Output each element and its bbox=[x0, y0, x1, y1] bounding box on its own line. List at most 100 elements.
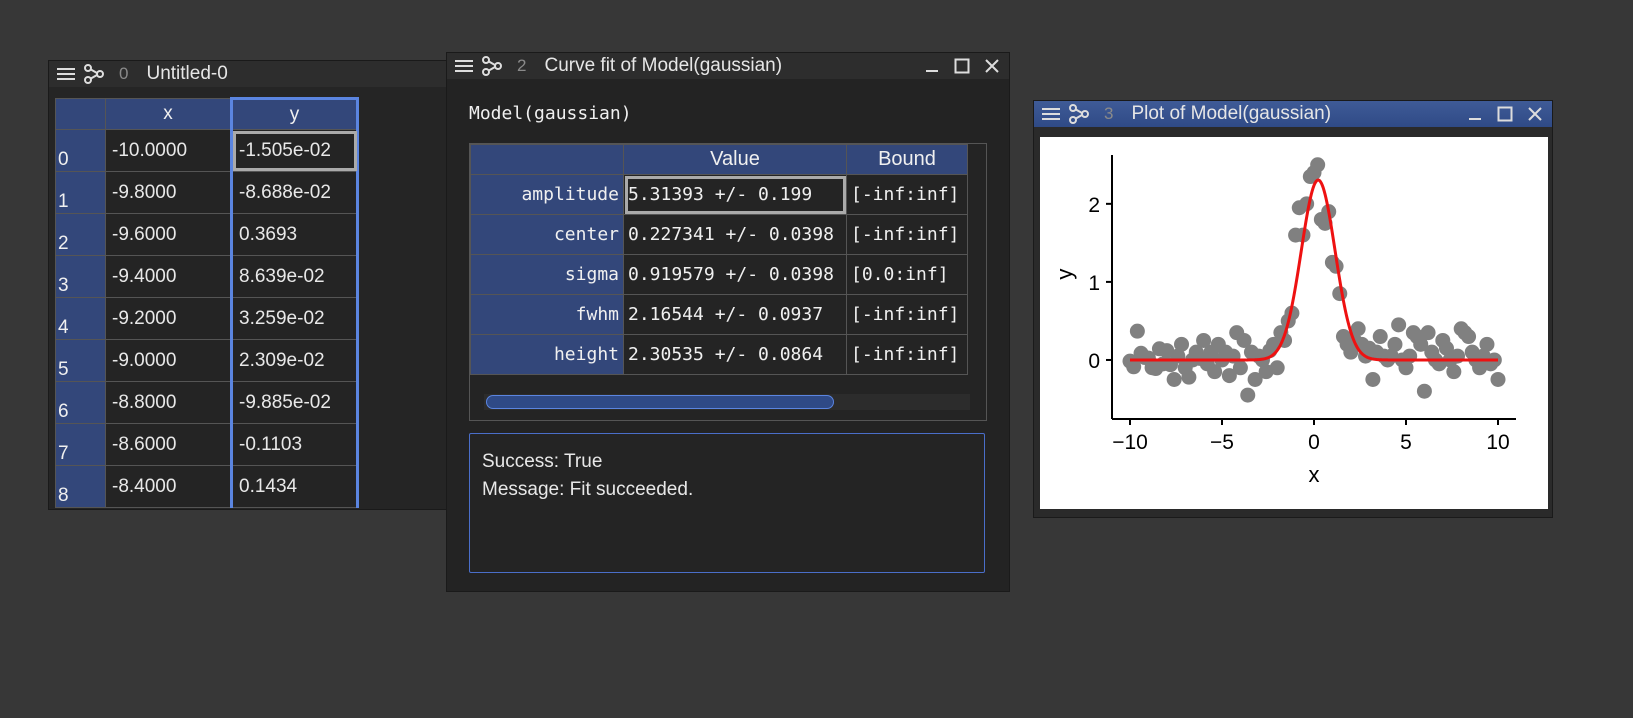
cell-y[interactable]: -1.505e-02 bbox=[230, 129, 359, 172]
horizontal-scrollbar[interactable] bbox=[484, 394, 970, 410]
column-header-x[interactable]: x bbox=[105, 98, 232, 130]
window-number: 0 bbox=[119, 64, 129, 83]
data-point bbox=[1490, 371, 1506, 387]
data-point bbox=[1247, 371, 1263, 387]
maximize-icon[interactable] bbox=[1496, 105, 1514, 123]
data-point bbox=[1413, 336, 1429, 352]
table-row: 6 -8.8000 -9.885e-02 bbox=[55, 381, 359, 424]
param-value[interactable]: 5.31393 +/- 0.199 bbox=[623, 174, 847, 215]
param-name[interactable]: fwhm bbox=[470, 294, 624, 335]
data-point bbox=[1343, 344, 1359, 360]
fit-result-box: Success: True Message: Fit succeeded. bbox=[469, 433, 985, 573]
data-point bbox=[1387, 336, 1403, 352]
param-row: sigma 0.919579 +/- 0.0398 [0.0:inf] bbox=[470, 254, 968, 295]
node-graph-icon[interactable] bbox=[83, 64, 105, 84]
table-row: 4 -9.2000 3.259e-02 bbox=[55, 297, 359, 340]
data-point bbox=[1398, 360, 1414, 376]
column-header-value[interactable]: Value bbox=[623, 144, 847, 175]
cell-x[interactable]: -9.0000 bbox=[105, 339, 232, 382]
x-tick-label: 5 bbox=[1400, 431, 1412, 454]
param-bound[interactable]: [-inf:inf] bbox=[846, 294, 968, 335]
row-index[interactable]: 8 bbox=[55, 465, 106, 508]
minimize-icon[interactable] bbox=[1466, 105, 1484, 123]
param-value[interactable]: 0.919579 +/- 0.0398 bbox=[623, 254, 847, 295]
param-bound[interactable]: [-inf:inf] bbox=[846, 174, 968, 215]
menu-icon[interactable] bbox=[453, 56, 475, 76]
cell-x[interactable]: -10.0000 bbox=[105, 129, 232, 172]
plot-canvas[interactable]: −10 −5 0 5 10 0 1 2 x y bbox=[1040, 137, 1548, 509]
x-tick-label: 10 bbox=[1486, 431, 1509, 454]
row-index[interactable]: 5 bbox=[55, 339, 106, 382]
table-corner bbox=[55, 98, 106, 130]
node-graph-icon[interactable] bbox=[481, 56, 503, 76]
param-name[interactable]: sigma bbox=[470, 254, 624, 295]
row-index[interactable]: 1 bbox=[55, 171, 106, 214]
cell-x[interactable]: -9.4000 bbox=[105, 255, 232, 298]
data-point bbox=[1310, 157, 1326, 173]
fit-window-titlebar[interactable]: 2 Curve fit of Model(gaussian) bbox=[447, 53, 1009, 79]
close-icon[interactable] bbox=[1526, 105, 1544, 123]
cell-x[interactable]: -8.4000 bbox=[105, 465, 232, 508]
menu-icon[interactable] bbox=[55, 64, 77, 84]
data-point bbox=[1196, 332, 1212, 348]
cell-y[interactable]: 2.309e-02 bbox=[230, 339, 359, 382]
table-row: 0 -10.0000 -1.505e-02 bbox=[55, 129, 359, 172]
cell-y[interactable]: 3.259e-02 bbox=[230, 297, 359, 340]
x-tick-label: 0 bbox=[1308, 431, 1320, 454]
cell-x[interactable]: -8.8000 bbox=[105, 381, 232, 424]
param-value[interactable]: 0.227341 +/- 0.0398 bbox=[623, 214, 847, 255]
window-title: Plot of Model(gaussian) bbox=[1131, 103, 1332, 124]
data-point bbox=[1221, 368, 1237, 384]
fit-curve bbox=[1130, 178, 1498, 362]
column-header-bound[interactable]: Bound bbox=[846, 144, 968, 175]
param-value[interactable]: 2.16544 +/- 0.0937 bbox=[623, 294, 847, 335]
data-point bbox=[1365, 371, 1381, 387]
table-window: 0 Untitled-0 x y 0 -10.0000 -1.505e-02 1 -9.… bbox=[48, 60, 448, 510]
cell-y[interactable]: -0.1103 bbox=[230, 423, 359, 466]
cell-x[interactable]: -8.6000 bbox=[105, 423, 232, 466]
table-row: 7 -8.6000 -0.1103 bbox=[55, 423, 359, 466]
row-index[interactable]: 4 bbox=[55, 297, 106, 340]
minimize-icon[interactable] bbox=[923, 57, 941, 75]
data-point bbox=[1461, 329, 1477, 345]
data-point bbox=[1350, 321, 1366, 337]
menu-icon[interactable] bbox=[1040, 104, 1062, 124]
maximize-icon[interactable] bbox=[953, 57, 971, 75]
row-index[interactable]: 2 bbox=[55, 213, 106, 256]
table-window-titlebar[interactable]: 0 Untitled-0 bbox=[49, 61, 447, 87]
cell-y[interactable]: -9.885e-02 bbox=[230, 381, 359, 424]
param-name[interactable]: height bbox=[470, 334, 624, 375]
param-value[interactable]: 2.30535 +/- 0.0864 bbox=[623, 334, 847, 375]
param-bound[interactable]: [-inf:inf] bbox=[846, 334, 968, 375]
cell-y[interactable]: 0.3693 bbox=[230, 213, 359, 256]
cell-y[interactable]: 0.1434 bbox=[230, 465, 359, 508]
data-point bbox=[1446, 364, 1462, 380]
model-label: Model(gaussian) bbox=[469, 103, 632, 124]
data-table: x y 0 -10.0000 -1.505e-02 1 -9.8000 -8.688e-0… bbox=[55, 97, 359, 508]
data-point bbox=[1207, 364, 1223, 380]
param-name[interactable]: center bbox=[470, 214, 624, 255]
param-name[interactable]: amplitude bbox=[470, 174, 624, 215]
close-icon[interactable] bbox=[983, 57, 1001, 75]
data-point bbox=[1236, 332, 1252, 348]
param-bound[interactable]: [-inf:inf] bbox=[846, 214, 968, 255]
cell-y[interactable]: -8.688e-02 bbox=[230, 171, 359, 214]
row-index[interactable]: 6 bbox=[55, 381, 106, 424]
x-axis-label: x bbox=[1309, 462, 1320, 487]
row-index[interactable]: 7 bbox=[55, 423, 106, 466]
cell-x[interactable]: -9.8000 bbox=[105, 171, 232, 214]
node-graph-icon[interactable] bbox=[1068, 104, 1090, 124]
cell-x[interactable]: -9.2000 bbox=[105, 297, 232, 340]
cell-y[interactable]: 8.639e-02 bbox=[230, 255, 359, 298]
data-point bbox=[1479, 336, 1495, 352]
fit-window: 2 Curve fit of Model(gaussian) Model(gau… bbox=[446, 52, 1010, 592]
param-bound[interactable]: [0.0:inf] bbox=[846, 254, 968, 295]
column-header-y[interactable]: y bbox=[230, 97, 359, 130]
cell-x[interactable]: -9.6000 bbox=[105, 213, 232, 256]
row-index[interactable]: 3 bbox=[55, 255, 106, 298]
data-point bbox=[1126, 359, 1142, 375]
row-index[interactable]: 0 bbox=[55, 129, 106, 172]
data-point bbox=[1391, 317, 1407, 333]
scrollbar-thumb[interactable] bbox=[486, 395, 834, 409]
plot-window-titlebar[interactable]: 3 Plot of Model(gaussian) bbox=[1034, 101, 1552, 127]
